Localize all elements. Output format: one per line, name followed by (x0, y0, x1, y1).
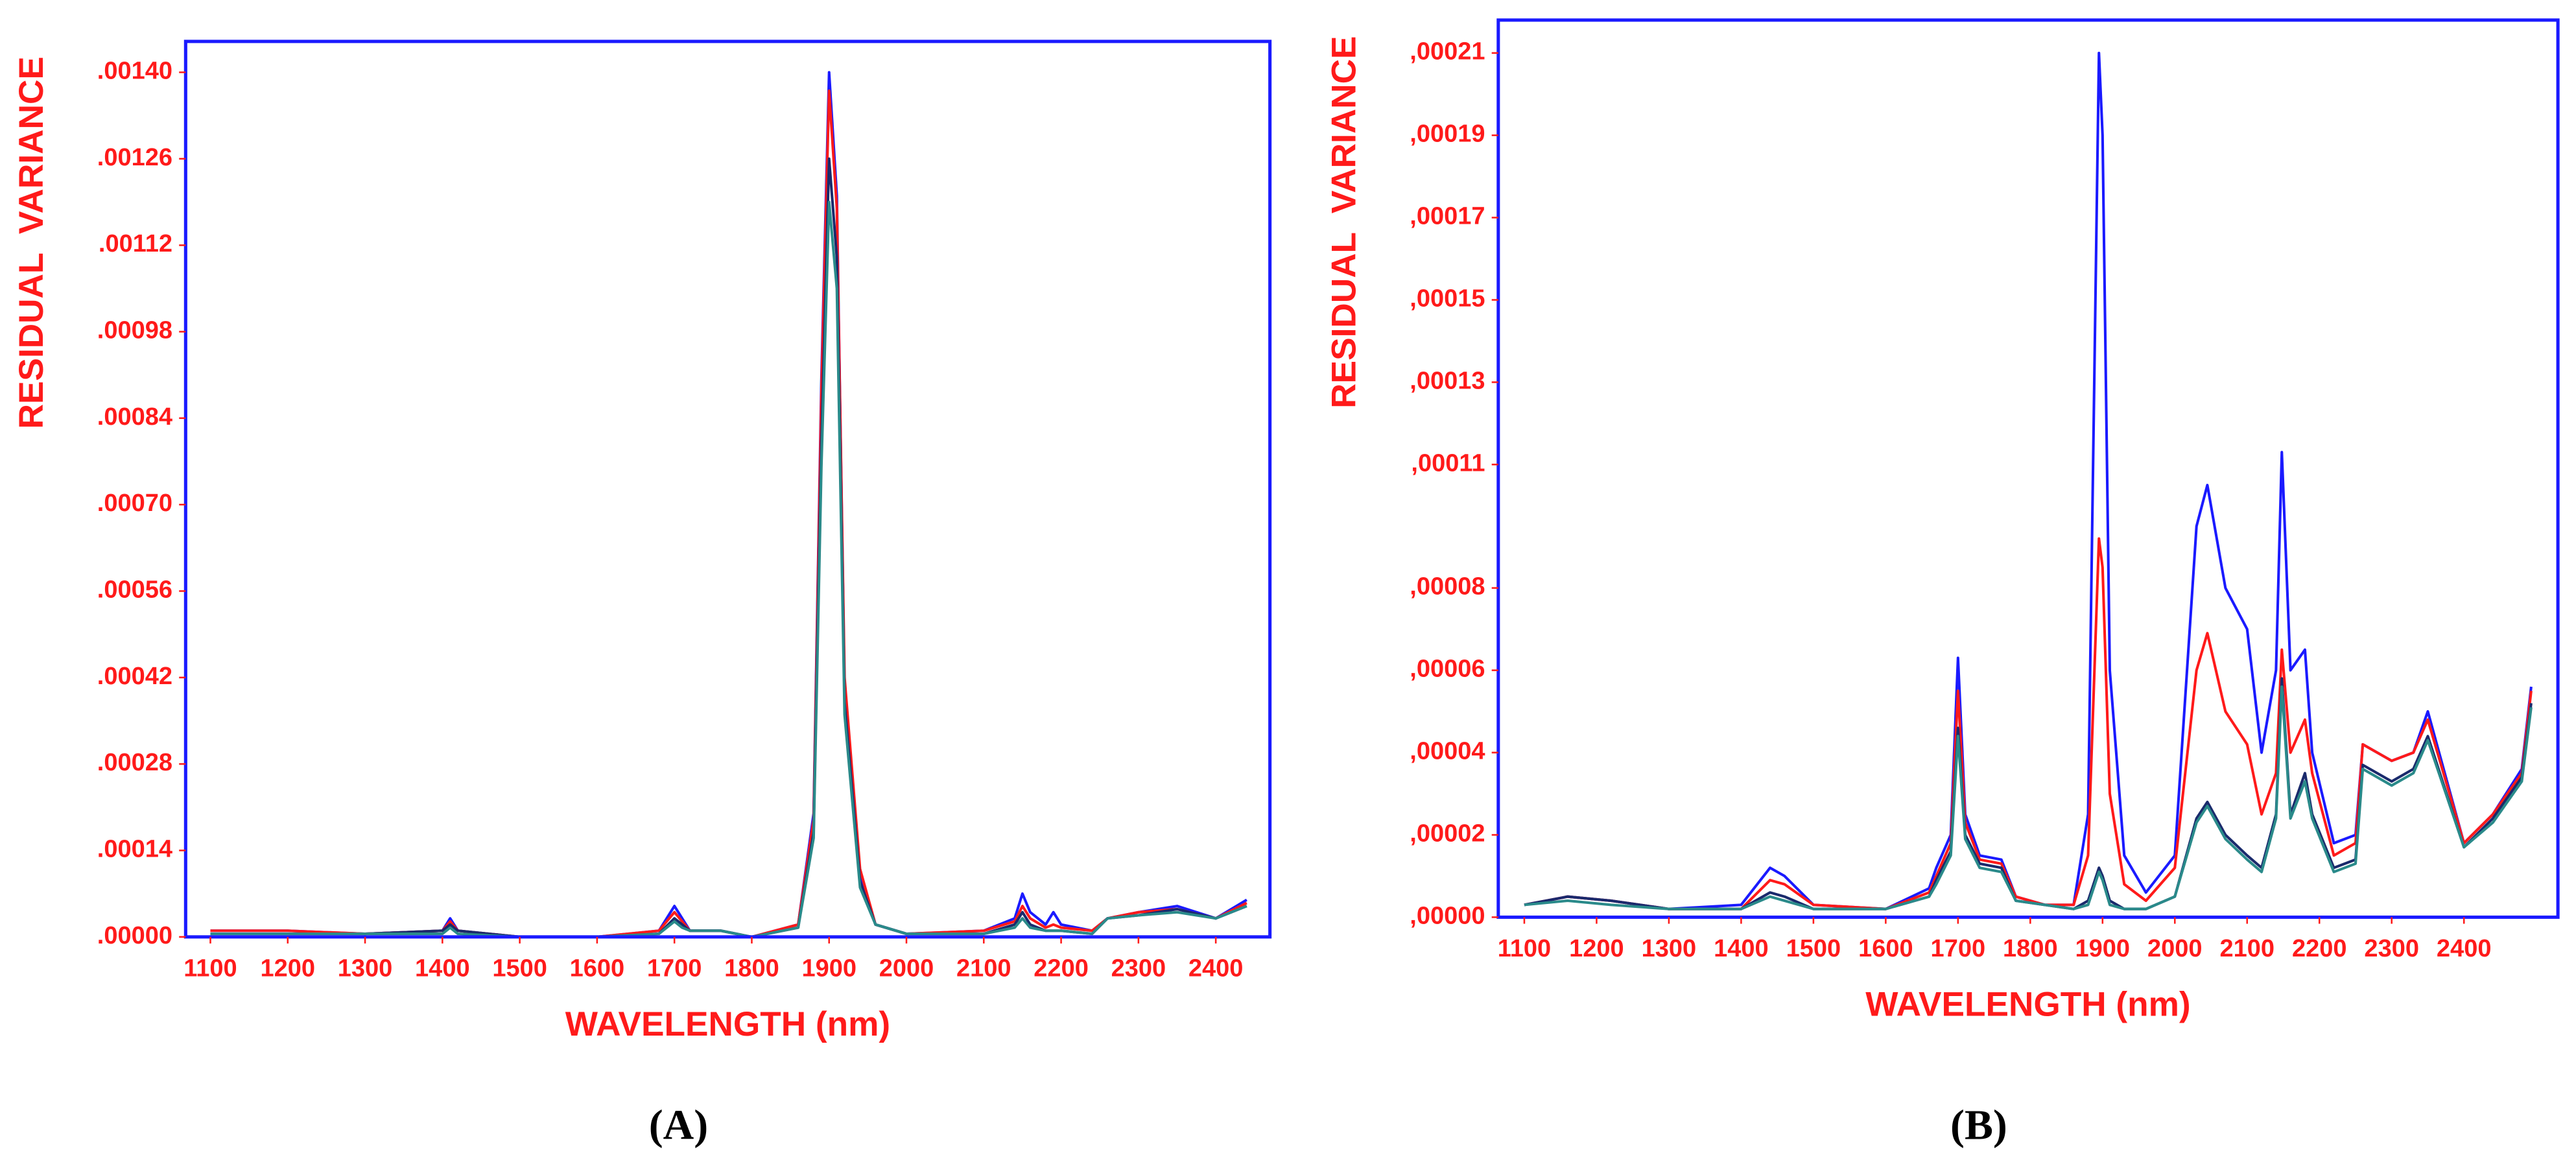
y-axis-title: RESIDUAL VARIANCE (12, 56, 51, 429)
x-tick-label: 1500 (1786, 935, 1841, 962)
x-tick-label: 2200 (1034, 955, 1089, 982)
y-tick-label: .00070 (97, 490, 172, 517)
x-tick-label: 1400 (1714, 935, 1769, 962)
y-tick-label: ,00019 (1410, 121, 1485, 148)
plot-frame (183, 40, 1272, 939)
x-tick-label: 1300 (338, 955, 393, 982)
x-tick-label: 1600 (570, 955, 625, 982)
x-tick-label: 1300 (1642, 935, 1697, 962)
x-axis-title: WAVELENGTH (nm) (1865, 985, 2190, 1023)
y-tick-label: ,00011 (1411, 449, 1485, 477)
y-tick-label: ,00017 (1410, 203, 1485, 230)
x-tick-label: 1600 (1858, 935, 1913, 962)
panel-caption: (B) (1950, 1101, 2007, 1148)
y-tick-label: ,00013 (1410, 367, 1485, 394)
y-tick-label: ,00021 (1410, 38, 1485, 65)
y-tick-label: ,00006 (1410, 656, 1485, 683)
spectrum-line (210, 200, 1247, 938)
spectrum-line (210, 89, 1247, 938)
x-tick-label: 1800 (2003, 935, 2058, 962)
x-tick-label: 1200 (260, 955, 315, 982)
panel-caption: (A) (649, 1101, 708, 1148)
y-tick-label: ,00008 (1410, 573, 1485, 600)
plot-frame (1496, 18, 2560, 919)
y-tick-label: ,00004 (1410, 738, 1485, 765)
plot (1524, 51, 2533, 910)
plot (210, 71, 1247, 938)
spectrum-line (1524, 537, 2533, 910)
x-tick-label: 2300 (2364, 935, 2419, 962)
y-tick-label: .00042 (97, 663, 172, 690)
x-tick-label: 1700 (647, 955, 702, 982)
x-tick-label: 1400 (415, 955, 470, 982)
y-tick-label: .00140 (97, 58, 172, 85)
y-tick-label: ,00002 (1410, 820, 1485, 848)
spectrum-line (1524, 677, 2533, 910)
y-tick-label: .00000 (97, 922, 172, 949)
x-tick-label: 2400 (1188, 955, 1244, 982)
x-tick-label: 2000 (879, 955, 934, 982)
x-tick-label: 2300 (1111, 955, 1166, 982)
spectrum-line (210, 71, 1247, 938)
x-tick-label: 1800 (724, 955, 779, 982)
y-tick-label: .00028 (97, 749, 172, 776)
x-tick-label: 1700 (1931, 935, 1986, 962)
x-tick-label: 2100 (956, 955, 1011, 982)
spectrum-line (1524, 685, 2533, 910)
y-tick-label: .00014 (97, 836, 172, 863)
x-tick-label: 1900 (801, 955, 857, 982)
y-tick-label: ,00000 (1410, 902, 1485, 929)
y-tick-label: .00112 (99, 230, 172, 257)
x-tick-label: 2100 (2219, 935, 2275, 962)
x-tick-label: 1900 (2075, 935, 2131, 962)
x-tick-label: 2000 (2147, 935, 2203, 962)
x-tick-label: 1100 (1498, 935, 1551, 962)
y-tick-label: .00056 (97, 576, 172, 604)
y-tick-label: .00126 (97, 144, 172, 171)
spectrum-line (210, 157, 1247, 938)
y-axis-title: RESIDUAL VARIANCE (1325, 36, 1363, 408)
y-tick-label: .00098 (97, 317, 172, 344)
spectrum-line (1524, 51, 2533, 910)
y-tick-label: .00084 (97, 403, 172, 431)
x-tick-label: 1200 (1569, 935, 1624, 962)
x-axis-title: WAVELENGTH (nm) (565, 1005, 890, 1043)
x-tick-label: 1100 (183, 955, 237, 982)
x-tick-label: 1500 (492, 955, 547, 982)
y-tick-label: ,00015 (1410, 285, 1485, 313)
x-tick-label: 2400 (2437, 935, 2492, 962)
x-tick-label: 2200 (2292, 935, 2347, 962)
